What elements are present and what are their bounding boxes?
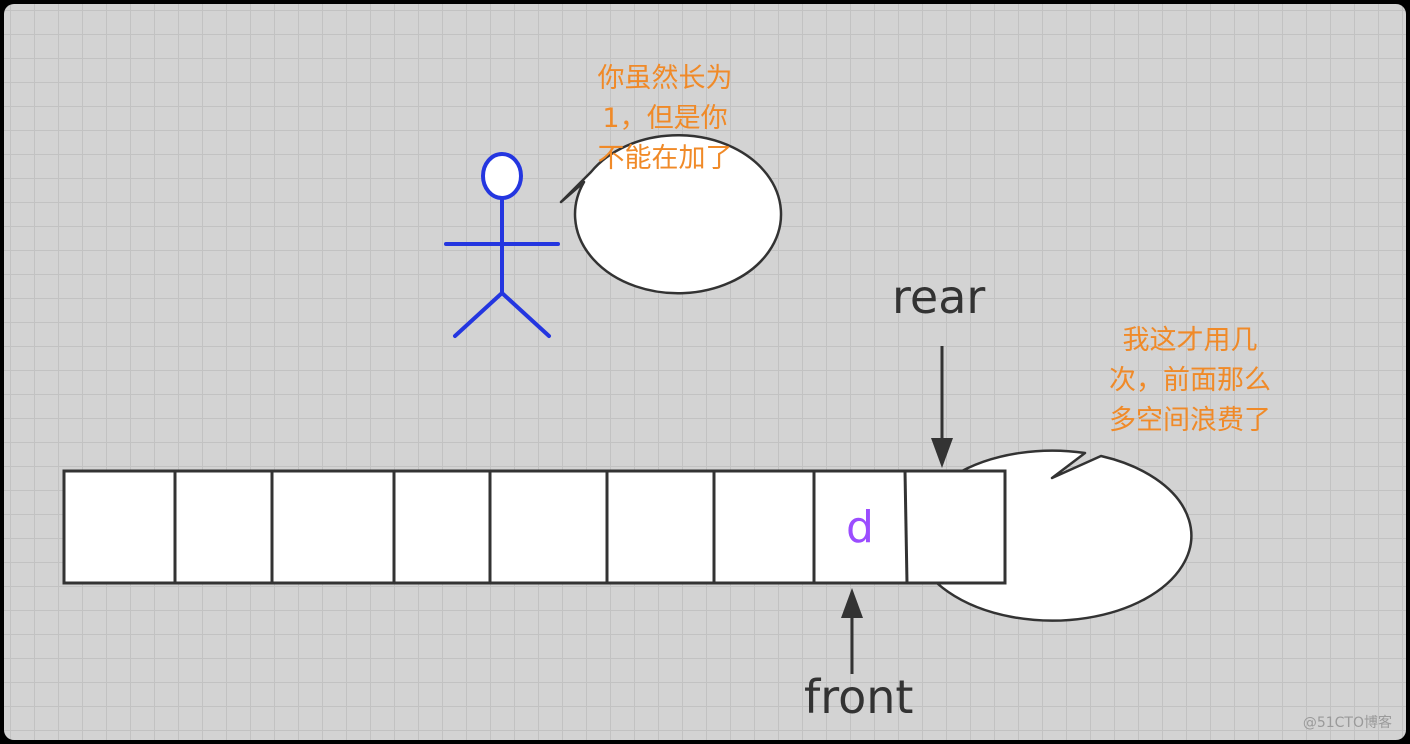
- speech-bubble-right-text: 我这才用几 次，前面那么 多空间浪费了: [1109, 325, 1271, 436]
- speech-bubble-left-text: 你虽然长为 1，但是你 不能在加了: [597, 63, 733, 174]
- watermark: @51CTO博客: [1302, 715, 1392, 731]
- cell-divider: [903, 470, 909, 584]
- queue-cell-value: d: [846, 502, 874, 553]
- arrow-up-icon: [841, 588, 863, 674]
- speech-bubble-left: [559, 134, 783, 295]
- rear-label: rear: [892, 270, 986, 324]
- queue-array: [62, 469, 1007, 585]
- diagram-canvas: 你虽然长为 1，但是你 不能在加了 我这才用几 次，前面那么 多空间浪费了 d …: [4, 4, 1406, 740]
- stick-figure-icon: [444, 152, 560, 338]
- front-label: front: [804, 670, 914, 724]
- diagram-svg: [62, 134, 1193, 674]
- arrow-down-icon: [931, 346, 953, 468]
